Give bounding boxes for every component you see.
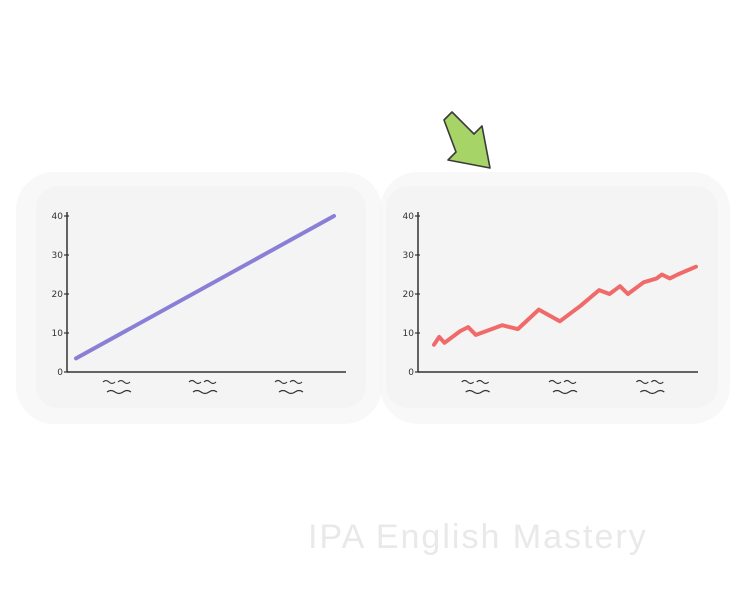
series-line — [432, 264, 698, 347]
y-tick-label: 30 — [52, 251, 64, 261]
x-tick-label-scribble — [635, 379, 665, 395]
series-line — [74, 214, 336, 361]
y-tick-label: 10 — [52, 329, 64, 339]
down-right-arrow-icon — [443, 111, 491, 169]
x-tick-label-scribble — [274, 379, 304, 395]
y-tick-label: 10 — [403, 329, 415, 339]
x-tick-label-scribble — [461, 379, 490, 395]
watermark-text: IPA English Mastery — [308, 518, 648, 556]
y-tick-label: 40 — [52, 212, 64, 222]
right-chart-panel — [386, 186, 718, 408]
x-tick-label-scribble — [188, 379, 218, 395]
y-tick-label: 40 — [403, 212, 415, 222]
y-tick-label: 0 — [57, 368, 63, 378]
left-chart-panel — [36, 186, 366, 408]
y-tick-label: 30 — [403, 251, 415, 261]
y-tick-label: 20 — [52, 290, 64, 300]
x-tick-label-scribble — [548, 379, 578, 395]
y-tick-label: 20 — [403, 290, 415, 300]
x-tick-label-scribble — [102, 379, 132, 395]
y-tick-label: 0 — [408, 368, 414, 378]
